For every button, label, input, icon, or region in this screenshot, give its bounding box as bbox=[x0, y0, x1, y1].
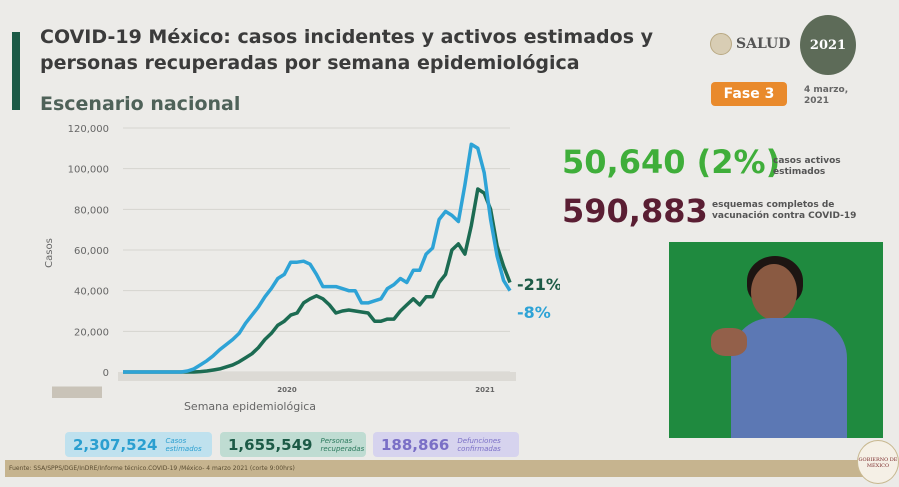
y-tick-label: 120,000 bbox=[68, 124, 109, 135]
mexico-logo bbox=[52, 368, 102, 414]
page-title: COVID-19 México: casos incidentes y acti… bbox=[40, 26, 654, 74]
salud-logo-text: SALUD bbox=[736, 36, 791, 52]
year-label-2021: 2021 bbox=[475, 386, 495, 394]
stat-value: 2,307,524 bbox=[73, 435, 158, 454]
x-axis-label: Semana epidemiológica bbox=[184, 400, 316, 413]
seal-icon bbox=[710, 33, 732, 55]
report-date: 4 marzo, 2021 bbox=[804, 85, 849, 106]
y-tick-label: 80,000 bbox=[74, 205, 109, 216]
stat-label: Casos estimados bbox=[165, 436, 202, 453]
gobierno-logo: GOBIERNO DE MÉXICO bbox=[857, 440, 899, 484]
green-series-change: -21% bbox=[517, 275, 560, 294]
y-tick-label: 40,000 bbox=[74, 287, 109, 298]
vaccination-value: 590,883 bbox=[562, 192, 708, 230]
vaccination-label: esquemas completos de vacunación contra … bbox=[712, 200, 857, 221]
stat-label: Defunciones confirmadas bbox=[457, 436, 501, 453]
sign-language-interpreter-video bbox=[669, 242, 883, 438]
source-footer: Fuente: SSA/SPPS/DGE/InDRE/Informe técni… bbox=[5, 460, 863, 477]
stat-recovered: 1,655,549 Personas recuperadas bbox=[220, 432, 366, 457]
stat-value: 188,866 bbox=[381, 435, 450, 454]
title-accent-bar bbox=[12, 32, 20, 110]
active-cases-value: 50,640 (2%) bbox=[562, 143, 781, 181]
stat-value: 1,655,549 bbox=[228, 435, 313, 454]
y-tick-label: 60,000 bbox=[74, 246, 109, 257]
interpreter-hands bbox=[711, 328, 747, 356]
y-tick-label: 20,000 bbox=[74, 327, 109, 338]
y-axis-label: Casos bbox=[44, 238, 55, 268]
page-subtitle: Escenario nacional bbox=[40, 93, 241, 115]
stat-estimated-cases: 2,307,524 Casos estimados bbox=[65, 432, 212, 457]
blue-series-change: -8% bbox=[517, 303, 551, 322]
cases-line-chart: 020,00040,00060,00080,000100,000120,000 … bbox=[44, 124, 560, 413]
stat-deaths: 188,866 Defunciones confirmadas bbox=[373, 432, 519, 457]
stat-label: Personas recuperadas bbox=[320, 436, 365, 453]
y-tick-label: 100,000 bbox=[68, 165, 109, 176]
interpreter-body bbox=[731, 318, 847, 438]
salud-logo: SALUD bbox=[710, 33, 790, 55]
x-axis-band bbox=[118, 372, 516, 381]
y-tick-label: 0 bbox=[103, 368, 109, 379]
logo-2021: 2021 bbox=[800, 15, 856, 75]
active-cases-label: casos activos estimados bbox=[773, 156, 841, 177]
blue-series-line bbox=[123, 142, 512, 374]
phase-badge: Fase 3 bbox=[711, 82, 787, 106]
year-label-2020: 2020 bbox=[277, 386, 297, 394]
interpreter-head bbox=[751, 264, 797, 320]
